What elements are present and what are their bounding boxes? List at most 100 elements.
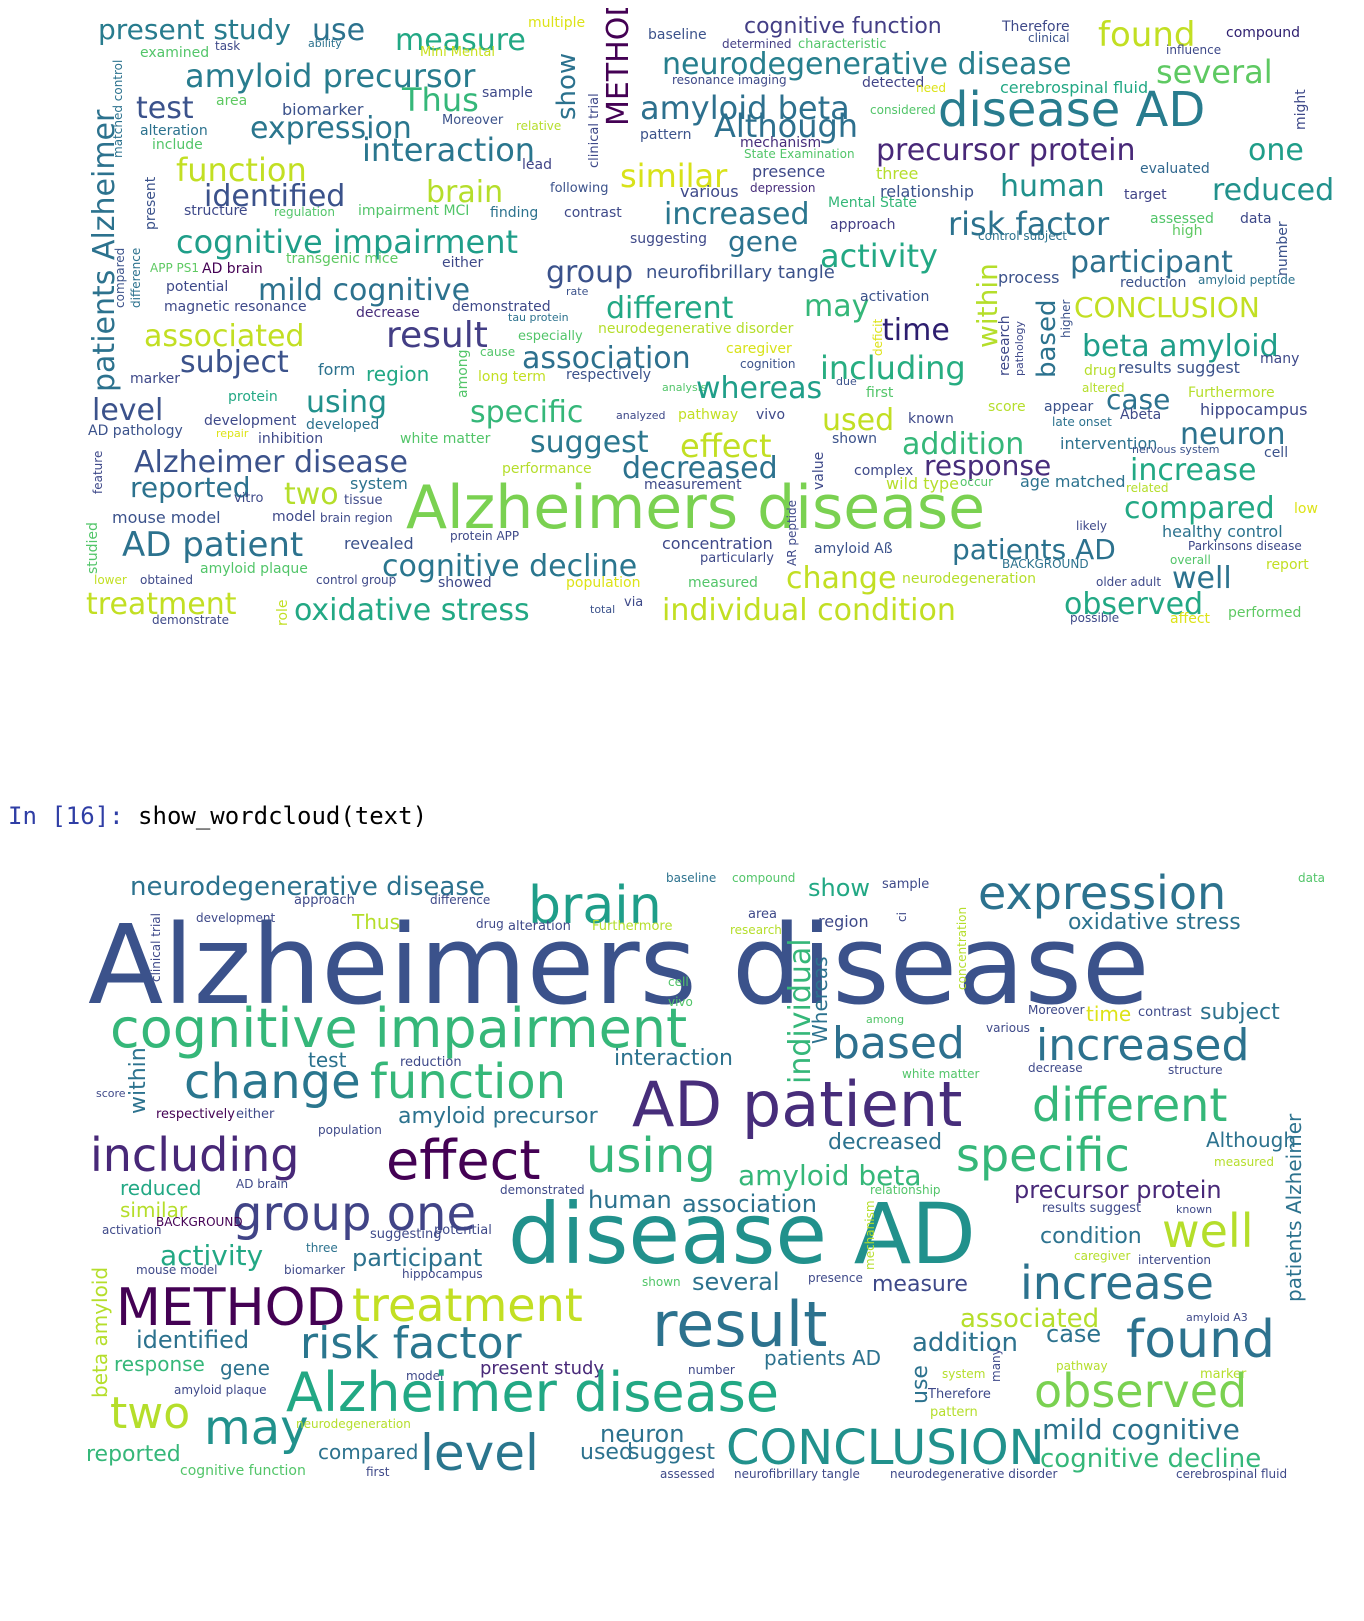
- cloud-word: within: [126, 1047, 151, 1114]
- cloud-word: brain region: [320, 511, 393, 525]
- cloud-word: biomarker: [284, 1263, 346, 1277]
- cloud-word: finding: [490, 205, 539, 221]
- cloud-word: subject: [180, 345, 289, 380]
- cloud-word: model: [272, 509, 316, 525]
- cloud-word: specific: [470, 395, 584, 430]
- cloud-word: treatment: [86, 587, 237, 622]
- input-prompt: In [16]:: [8, 802, 124, 830]
- cloud-word: compared: [113, 247, 127, 308]
- cloud-word: complex: [854, 463, 914, 479]
- code-cell-text[interactable]: show_wordcloud(text): [138, 802, 428, 830]
- cloud-word: Therefore: [1002, 19, 1070, 35]
- cloud-word: three: [876, 164, 919, 183]
- cloud-word: multiple: [528, 15, 586, 31]
- cloud-word: addition: [902, 427, 1025, 462]
- cloud-word: associated: [960, 1304, 1100, 1334]
- cloud-word: characteristic: [798, 37, 887, 52]
- cloud-word: intervention: [1060, 434, 1158, 453]
- cloud-word: result: [386, 315, 488, 356]
- cloud-word: present study: [98, 13, 291, 46]
- cloud-word: one: [1248, 133, 1304, 168]
- cloud-word: reduction: [1120, 275, 1187, 291]
- cloud-word: measure: [872, 1272, 968, 1297]
- cloud-word: suggesting: [370, 1227, 442, 1242]
- cloud-word: using: [586, 1128, 716, 1184]
- cloud-word: various: [680, 182, 739, 201]
- cloud-word: population: [566, 575, 641, 591]
- cloud-word: Alzheimer disease: [286, 1361, 780, 1424]
- cloud-word: altered: [1082, 381, 1125, 395]
- cloud-word: activation: [102, 1223, 162, 1237]
- cloud-word: risk factor: [300, 1318, 522, 1369]
- cloud-word: data: [1240, 211, 1272, 227]
- cloud-word: contrast: [564, 205, 622, 221]
- cloud-word: two: [284, 477, 339, 512]
- cloud-word: well: [1172, 561, 1232, 596]
- cloud-word: reduced: [1212, 173, 1335, 208]
- cloud-word: control group: [316, 573, 397, 587]
- cloud-word: among: [866, 1013, 905, 1026]
- cloud-word: results suggest: [1042, 1201, 1142, 1216]
- wordcloud-image-2: neurodegenerative disease brain baseline co…: [80, 862, 1345, 1516]
- cloud-word: mild cognitive: [1042, 1413, 1240, 1446]
- cloud-word: neurofibrillary tangle: [646, 262, 835, 283]
- cloud-word: response: [114, 1352, 205, 1376]
- cloud-word: similar: [120, 1198, 188, 1222]
- cloud-word: effect: [680, 427, 772, 465]
- cloud-word: drug: [1084, 363, 1117, 379]
- cloud-word: time: [882, 313, 950, 348]
- cloud-word: found: [1098, 15, 1196, 55]
- cloud-word: pathway: [678, 407, 739, 423]
- cloud-word: respectively: [566, 367, 652, 383]
- cloud-word: overall: [1170, 553, 1211, 567]
- cloud-word: increased: [1036, 1020, 1250, 1071]
- cloud-word: Parkinsons disease: [1188, 539, 1302, 553]
- cloud-word: alteration: [140, 123, 208, 139]
- cloud-word: first: [366, 1465, 390, 1479]
- cloud-word: precursor protein: [876, 133, 1136, 168]
- cloud-word: difference: [430, 893, 491, 907]
- cloud-word: subject: [1200, 1000, 1280, 1025]
- cloud-word: approach: [830, 217, 896, 233]
- cloud-word: age matched: [1020, 472, 1126, 491]
- cloud-word: measurement: [644, 477, 742, 493]
- cloud-word: Alzheimer disease: [134, 445, 408, 480]
- cloud-word: revealed: [344, 534, 414, 553]
- cloud-word: patients Alzheimer: [1282, 1113, 1306, 1302]
- cloud-word: activation: [860, 289, 930, 305]
- cloud-word: healthy control: [1162, 522, 1283, 541]
- cloud-word: pattern: [640, 127, 692, 143]
- cloud-word: observed: [1034, 1364, 1248, 1418]
- cloud-word: gene: [220, 1356, 270, 1380]
- notebook-input-line[interactable]: In [16]: show_wordcloud(text): [8, 802, 427, 830]
- cloud-word: compound: [732, 871, 796, 885]
- cloud-word: drug: [476, 917, 504, 931]
- cloud-word: cognition: [740, 357, 796, 371]
- cloud-word: neuron: [600, 1420, 685, 1448]
- cloud-word: Thus: [352, 910, 400, 934]
- cloud-word: association: [522, 341, 691, 376]
- cloud-word: analyzed: [616, 409, 666, 422]
- cloud-word: cerebrospinal fluid: [1176, 1467, 1288, 1481]
- cloud-word: influence: [1166, 43, 1222, 57]
- cloud-word: observed: [1064, 587, 1204, 622]
- cloud-word: presence: [808, 1271, 863, 1285]
- cloud-word: interaction: [614, 1046, 733, 1071]
- cloud-word: analysis: [662, 381, 707, 394]
- cloud-word: structure: [184, 203, 248, 219]
- cloud-word: rate: [566, 285, 589, 298]
- cloud-word: measure: [395, 23, 526, 58]
- cloud-word: wild type: [886, 474, 959, 493]
- cloud-word: related: [1126, 481, 1169, 495]
- cloud-word: different: [606, 291, 734, 326]
- cloud-word: concentration: [955, 906, 969, 990]
- cloud-word: population: [318, 1123, 382, 1137]
- cloud-word: mild cognitive: [258, 273, 471, 308]
- cloud-word: use: [312, 13, 366, 48]
- cloud-word: disease AD: [508, 1185, 976, 1283]
- cloud-word: value: [811, 451, 827, 490]
- cloud-word: Abeta: [1120, 407, 1162, 423]
- cloud-word: including: [820, 349, 966, 387]
- cloud-word: intervention: [1138, 1253, 1212, 1267]
- cloud-word: regulation: [274, 205, 335, 219]
